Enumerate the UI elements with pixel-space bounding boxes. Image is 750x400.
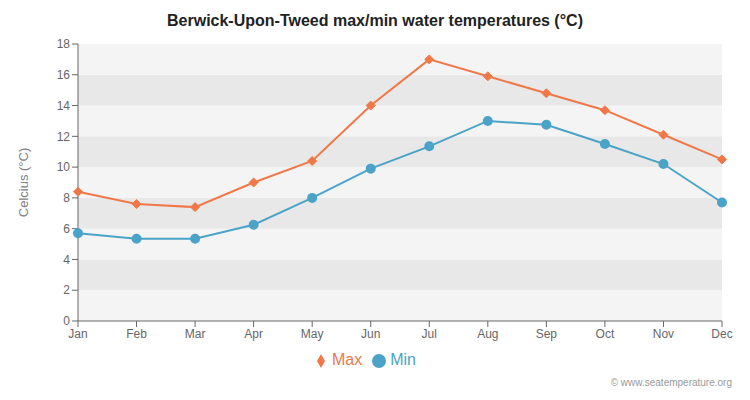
svg-text:Jan: Jan [68,327,87,341]
svg-text:Nov: Nov [653,327,674,341]
svg-text:0: 0 [63,314,70,328]
svg-text:16: 16 [57,68,71,82]
svg-text:4: 4 [63,253,70,267]
html-text:Min: Min [390,351,416,368]
svg-text:14: 14 [57,99,71,113]
svg-text:10: 10 [57,160,71,174]
svg-text:Jun: Jun [361,327,380,341]
svg-text:6: 6 [63,222,70,236]
svg-text:2: 2 [63,283,70,297]
svg-text:Jul: Jul [422,327,437,341]
svg-text:18: 18 [57,37,71,51]
svg-text:Feb: Feb [126,327,147,341]
svg-text:Celcius (°C): Celcius (°C) [16,148,31,217]
svg-text:12: 12 [57,130,71,144]
svg-text:Sep: Sep [536,327,558,341]
svg-text:Oct: Oct [596,327,615,341]
svg-text:Aug: Aug [477,327,498,341]
svg-text:Mar: Mar [185,327,206,341]
html-text:Berwick-Upon-Tweed max/min wat: Berwick-Upon-Tweed max/min water tempera… [167,12,583,29]
html-text:Max: Max [332,351,363,368]
svg-text:Apr: Apr [244,327,263,341]
svg-text:May: May [301,327,324,341]
html-text:© www.seatemperature.org: © www.seatemperature.org [610,377,732,388]
svg-text:8: 8 [63,191,70,205]
svg-text:Dec: Dec [711,327,732,341]
